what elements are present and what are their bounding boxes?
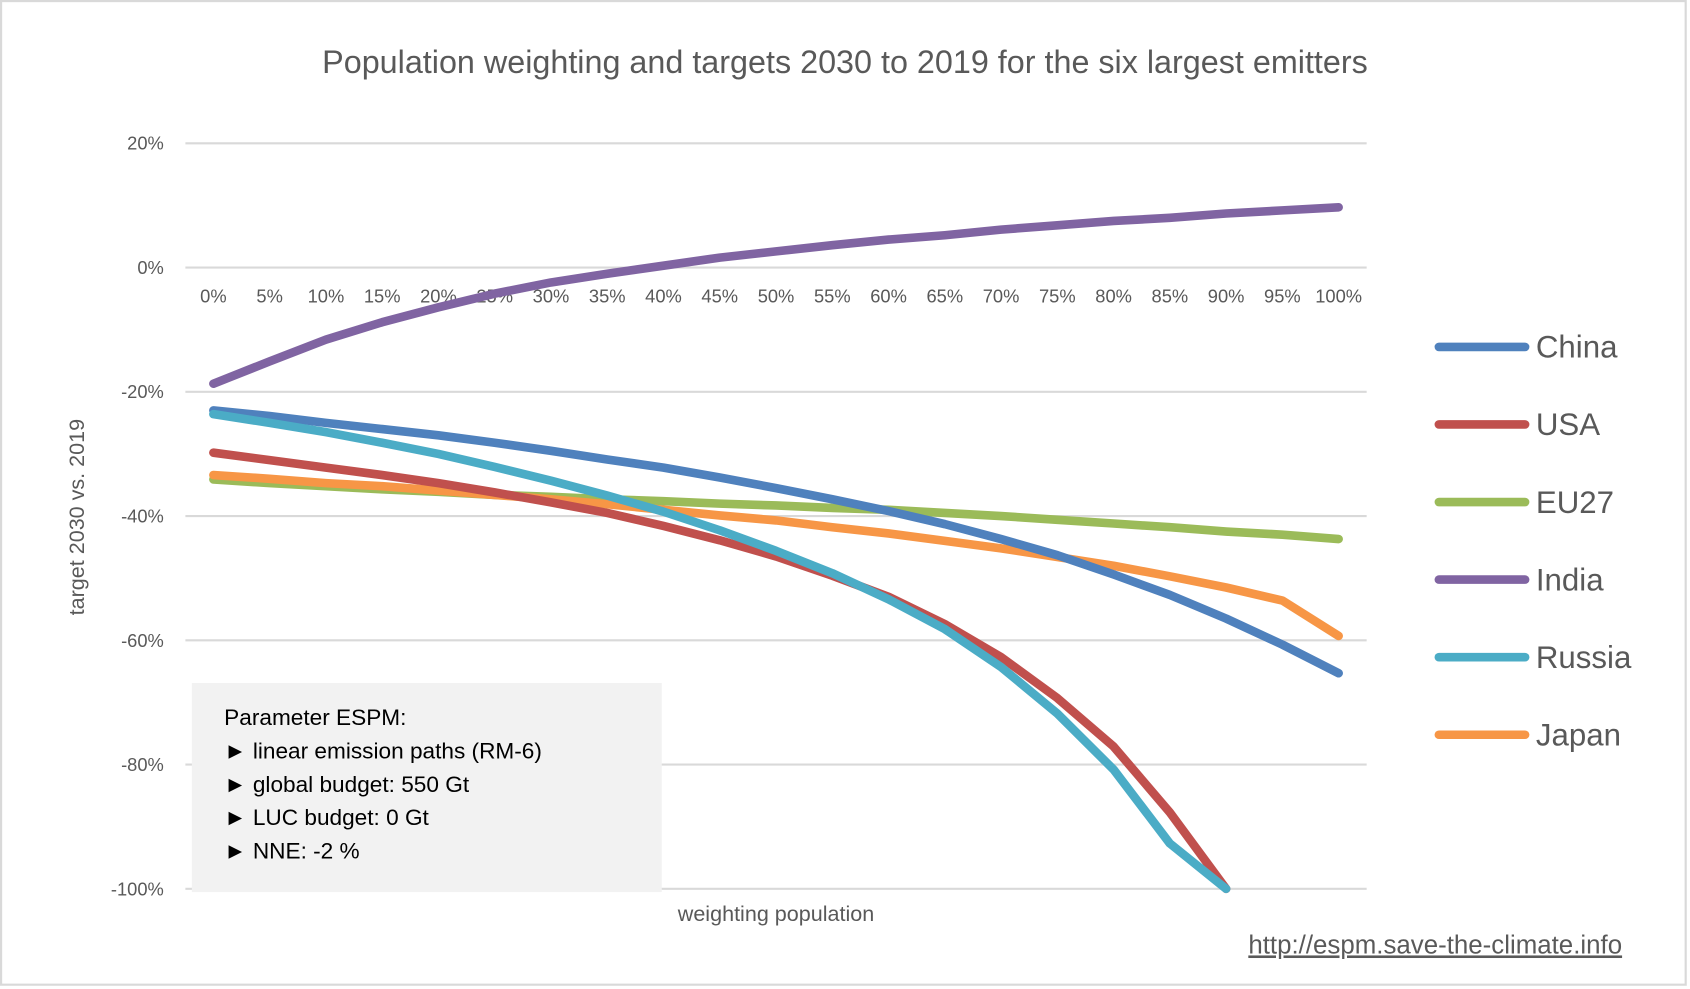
series-line-russia [209, 409, 1231, 894]
y-tick-label: -100% [111, 878, 164, 899]
legend-label: India [1536, 562, 1604, 597]
y-axis-ticks: 20% 0% -20% -40% -60% -80% -100% [111, 133, 164, 900]
x-tick-label: 50% [758, 286, 795, 307]
annotation-line: ► global budget: 550 Gt [224, 772, 470, 797]
annotation-line: ► LUC budget: 0 Gt [224, 805, 429, 830]
x-axis-label: weighting population [677, 901, 875, 926]
legend-label: China [1536, 330, 1618, 365]
y-tick-label: 20% [127, 133, 164, 154]
y-tick-label: -80% [121, 754, 164, 775]
legend-item-india: India [1434, 562, 1604, 597]
y-axis-label: target 2030 vs. 2019 [64, 419, 89, 615]
series-line-usa [209, 448, 1231, 894]
legend-item-usa: USA [1434, 407, 1600, 442]
x-tick-label: 30% [533, 286, 570, 307]
y-tick-label: -20% [121, 381, 164, 402]
series-line-china [209, 406, 1343, 678]
x-tick-label: 15% [364, 286, 401, 307]
x-tick-label: 40% [645, 286, 682, 307]
x-tick-label: 75% [1039, 286, 1076, 307]
y-tick-label: 0% [137, 257, 163, 278]
x-tick-label: 35% [589, 286, 626, 307]
legend-item-eu27: EU27 [1434, 485, 1614, 520]
x-tick-label: 10% [308, 286, 345, 307]
source-link[interactable]: http://espm.save-the-climate.info [1248, 931, 1622, 959]
series-line-india [209, 202, 1343, 389]
legend-label: Japan [1536, 718, 1621, 753]
annotation-title: Parameter ESPM: [224, 705, 406, 730]
x-tick-label: 100% [1315, 286, 1362, 307]
legend-item-russia: Russia [1434, 640, 1632, 675]
legend-label: EU27 [1536, 485, 1614, 520]
x-tick-label: 45% [701, 286, 738, 307]
legend-item-japan: Japan [1434, 718, 1621, 753]
legend: China USA EU27 India Russia Japan [1434, 330, 1632, 753]
annotation-box [191, 683, 662, 893]
legend-item-china: China [1434, 330, 1618, 365]
gridlines [185, 142, 1367, 890]
x-tick-label: 95% [1264, 286, 1301, 307]
x-tick-label: 60% [870, 286, 907, 307]
annotation-line: ► NNE: -2 % [224, 839, 359, 864]
y-tick-label: -40% [121, 506, 164, 527]
legend-label: Russia [1536, 640, 1632, 675]
legend-label: USA [1536, 407, 1600, 442]
x-tick-label: 55% [814, 286, 851, 307]
x-tick-label: 90% [1208, 286, 1245, 307]
x-tick-label: 80% [1095, 286, 1132, 307]
x-tick-label: 5% [256, 286, 282, 307]
x-tick-label: 85% [1152, 286, 1189, 307]
annotation-line: ► linear emission paths (RM-6) [224, 738, 542, 763]
x-axis-ticks: 0% 5% 10% 15% 20% 25% 30% 35% 40% 45% 50% 55% 60% 65%… [200, 286, 1362, 307]
y-tick-label: -60% [121, 630, 164, 651]
chart-title: Population weighting and targets 2030 to… [322, 44, 1368, 80]
series-line-japan [209, 470, 1343, 641]
x-tick-label: 70% [983, 286, 1020, 307]
series-lines [209, 202, 1343, 894]
annotation-text: Parameter ESPM: ► linear emission paths … [224, 705, 542, 864]
x-tick-label: 0% [200, 286, 226, 307]
x-tick-label: 65% [926, 286, 963, 307]
